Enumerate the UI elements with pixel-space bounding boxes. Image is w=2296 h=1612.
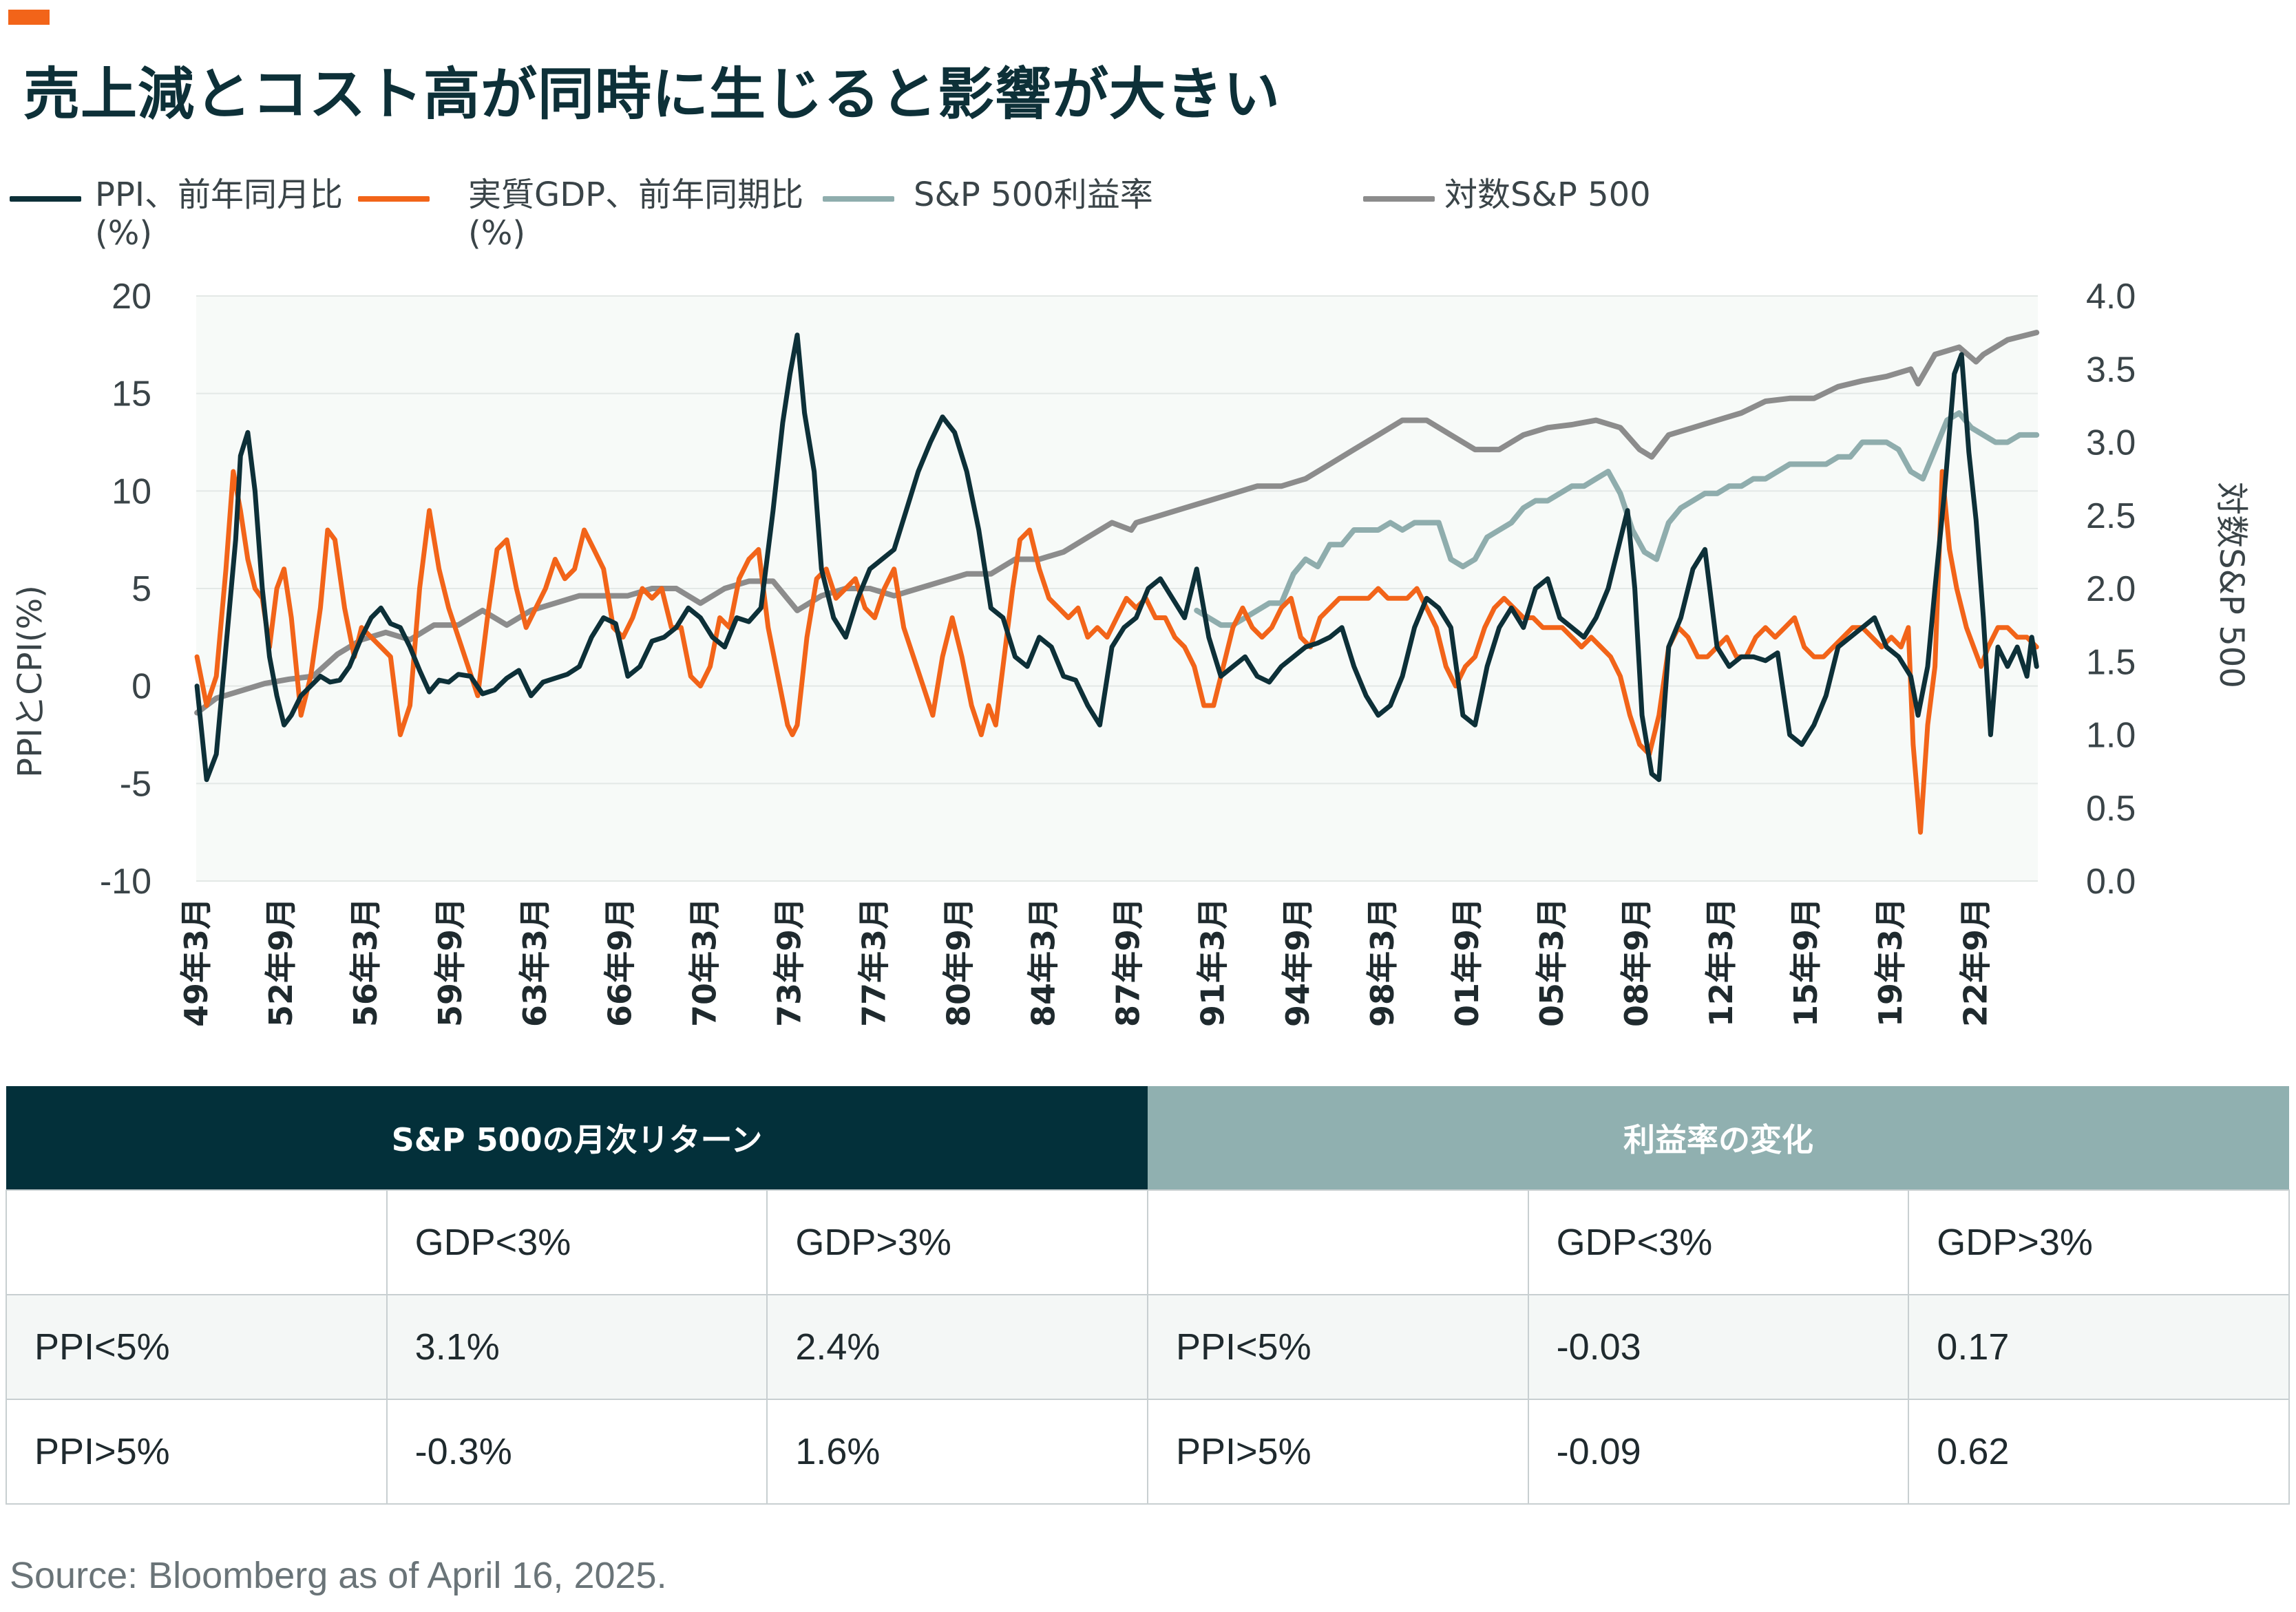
x-tick-label: 91年3月 xyxy=(1194,898,1232,1027)
table-cell: 1.6% xyxy=(766,1399,1148,1505)
x-tick-label: 49年3月 xyxy=(178,898,215,1027)
source-note: Source: Bloomberg as of April 16, 2025. xyxy=(10,1555,667,1596)
x-tick-label: 66年9月 xyxy=(601,898,638,1027)
x-tick-label: 52年9月 xyxy=(262,898,299,1027)
legend-swatch-margin xyxy=(823,196,894,202)
x-tick-label: 08年9月 xyxy=(1618,898,1655,1027)
x-tick-label: 84年3月 xyxy=(1025,898,1062,1027)
x-tick-label: 70年3月 xyxy=(686,898,723,1027)
table-row: GDP<3% GDP>3% GDP<3% GDP>3% xyxy=(6,1189,2290,1295)
x-tick-label: 59年9月 xyxy=(432,898,469,1027)
row-label: PPI>5% xyxy=(1146,1399,1529,1505)
chart-legend: PPI、前年同月比 (%) 実質GDP、前年同期比 (%) S&P 500利益率… xyxy=(0,176,2296,265)
col-header-gdp-gt3: GDP>3% xyxy=(766,1189,1148,1295)
series-line-2 xyxy=(1194,410,2040,628)
left-tick-label: -10 xyxy=(100,862,151,902)
summary-table: S&P 500の月次リターン 利益率の変化 GDP<3% GDP>3% GDP<… xyxy=(6,1086,2290,1505)
legend-label-gdp: 実質GDP、前年同期比 xyxy=(468,176,804,214)
row-label: PPI>5% xyxy=(6,1399,388,1505)
series-line-0 xyxy=(194,332,2039,783)
table-cell: 0.17 xyxy=(1908,1294,2290,1400)
x-tick-label: 22年9月 xyxy=(1957,898,1994,1027)
right-tick-label: 2.0 xyxy=(2086,569,2136,609)
left-axis-label: PPIとCPI(%) xyxy=(11,585,50,778)
x-tick-label: 56年3月 xyxy=(347,898,384,1027)
right-tick-label: 3.5 xyxy=(2086,350,2136,390)
legend-label-logsp: 対数S&P 500 xyxy=(1444,176,1651,214)
chart: 20 15 10 5 0 -5 -10 4.0 3.5 3.0 2.5 2.0 1.5 1.0 0.5 0.… xyxy=(11,277,2251,1027)
x-tick-label: 80年9月 xyxy=(940,898,978,1027)
left-tick-label: 5 xyxy=(131,569,151,609)
gridlines xyxy=(196,295,2038,882)
x-tick-label: 63年3月 xyxy=(516,898,554,1027)
legend-label-ppi: PPI、前年同月比 xyxy=(95,176,344,214)
table-header-row: S&P 500の月次リターン 利益率の変化 xyxy=(6,1086,2289,1190)
series-line-3 xyxy=(194,330,2040,716)
legend-swatch-ppi xyxy=(10,196,81,202)
right-tick-label: 4.0 xyxy=(2086,277,2136,317)
table-row: PPI>5% -0.3% 1.6% PPI>5% -0.09 0.62 xyxy=(6,1399,2290,1505)
table-row: PPI<5% 3.1% 2.4% PPI<5% -0.03 0.17 xyxy=(6,1294,2290,1400)
series-lines xyxy=(194,330,2040,835)
col-header-gdp-gt3-right: GDP>3% xyxy=(1908,1189,2290,1295)
legend-sub-ppi: (%) xyxy=(95,214,153,253)
table-cell: 2.4% xyxy=(766,1294,1148,1400)
legend-swatch-gdp xyxy=(358,196,430,202)
table-cell: 3.1% xyxy=(386,1294,768,1400)
right-tick-label: 1.5 xyxy=(2086,642,2136,682)
empty-cell xyxy=(6,1189,388,1295)
legend-label-margin: S&P 500利益率 xyxy=(914,176,1153,214)
left-tick-label: -5 xyxy=(120,764,151,804)
right-tick-label: 0.0 xyxy=(2086,862,2136,902)
col-header-gdp-lt3-right: GDP<3% xyxy=(1527,1189,1910,1295)
left-axis-ticks: 20 15 10 5 0 -5 -10 xyxy=(100,277,151,902)
x-tick-label: 19年3月 xyxy=(1872,898,1909,1027)
legend-swatch-logsp xyxy=(1363,196,1435,202)
x-axis-ticks: 49年3月 52年9月 56年3月 59年9月 63年3月 66年9月 70年3月 73年9月… xyxy=(178,898,1994,1027)
empty-cell xyxy=(1146,1189,1529,1295)
right-tick-label: 0.5 xyxy=(2086,789,2136,829)
right-tick-label: 3.0 xyxy=(2086,423,2136,463)
right-tick-label: 1.0 xyxy=(2086,716,2136,756)
x-tick-label: 73年9月 xyxy=(770,898,808,1027)
left-tick-label: 10 xyxy=(112,471,151,511)
legend-sub-gdp: (%) xyxy=(468,214,526,253)
accent-bar xyxy=(8,10,50,25)
x-tick-label: 05年3月 xyxy=(1533,898,1570,1027)
x-tick-label: 87年9月 xyxy=(1110,898,1147,1027)
table-cell: -0.03 xyxy=(1527,1294,1910,1400)
x-tick-label: 94年9月 xyxy=(1279,898,1316,1027)
table-cell: -0.3% xyxy=(386,1399,768,1505)
col-header-gdp-lt3: GDP<3% xyxy=(386,1189,768,1295)
right-axis-label: 対数S&P 500 xyxy=(2212,482,2251,688)
table-cell: 0.62 xyxy=(1908,1399,2290,1505)
x-tick-label: 15年9月 xyxy=(1787,898,1824,1027)
x-tick-label: 12年3月 xyxy=(1703,898,1740,1027)
x-tick-label: 77年3月 xyxy=(855,898,892,1027)
table-cell: -0.09 xyxy=(1527,1399,1910,1505)
page-title: 売上減とコスト高が同時に生じると影響が大きい xyxy=(23,62,1281,127)
x-tick-label: 98年3月 xyxy=(1364,898,1401,1027)
row-label: PPI<5% xyxy=(6,1294,388,1400)
row-label: PPI<5% xyxy=(1146,1294,1529,1400)
right-tick-label: 2.5 xyxy=(2086,496,2136,536)
right-axis-ticks: 4.0 3.5 3.0 2.5 2.0 1.5 1.0 0.5 0.0 xyxy=(2086,277,2136,902)
left-tick-label: 0 xyxy=(131,667,151,707)
x-tick-label: 01年9月 xyxy=(1449,898,1486,1027)
left-tick-label: 15 xyxy=(112,374,151,414)
header-margin-change: 利益率の変化 xyxy=(1147,1086,2289,1190)
header-monthly-return: S&P 500の月次リターン xyxy=(6,1086,1148,1190)
left-tick-label: 20 xyxy=(112,277,151,317)
